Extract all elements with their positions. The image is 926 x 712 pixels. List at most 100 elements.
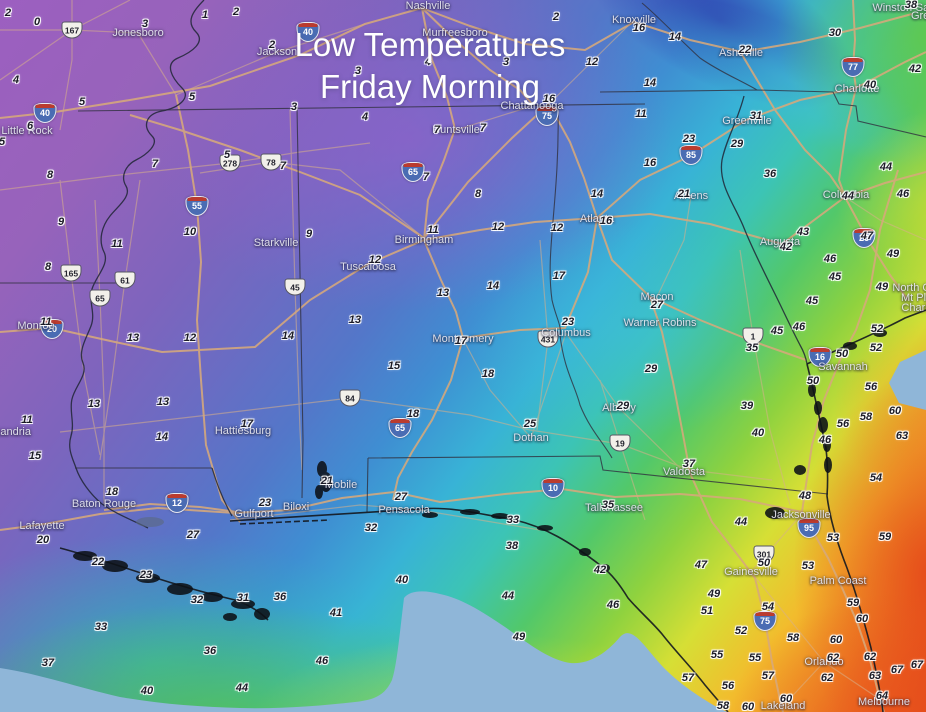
city-label-pensacola: Pensacola bbox=[378, 504, 430, 516]
temp-label: 32 bbox=[190, 594, 204, 606]
temp-label: 42 bbox=[779, 241, 793, 253]
city-label-jonesboro: Jonesboro bbox=[112, 27, 164, 39]
temp-label: 58 bbox=[716, 700, 730, 712]
city-label-starkville: Starkville bbox=[253, 237, 299, 249]
temp-label: 12 bbox=[491, 221, 505, 233]
temp-label: 58 bbox=[859, 411, 873, 423]
interstate-12-shield-icon: 12 bbox=[165, 493, 189, 513]
temp-label: 40 bbox=[751, 427, 765, 439]
temp-label: 14 bbox=[281, 330, 295, 342]
interstate-55-shield-icon: 55 bbox=[185, 196, 209, 216]
temp-label: 42 bbox=[593, 564, 607, 576]
temp-label: 5 bbox=[223, 149, 231, 161]
temp-label: 8 bbox=[46, 169, 54, 181]
temp-label: 12 bbox=[550, 222, 564, 234]
city-label-savannah: Savannah bbox=[818, 361, 868, 373]
city-label-baton-rouge: Baton Rouge bbox=[71, 498, 137, 510]
temp-label: 17 bbox=[552, 270, 566, 282]
temp-label: 13 bbox=[126, 332, 140, 344]
temp-label: 22 bbox=[91, 556, 105, 568]
temp-label: 23 bbox=[258, 497, 272, 509]
temp-label: 54 bbox=[761, 601, 775, 613]
us-route-61-shield-icon: 61 bbox=[114, 271, 136, 289]
temp-label: 64 bbox=[875, 690, 889, 702]
city-label-alexandria: Alexandria bbox=[0, 426, 31, 438]
temp-label: 56 bbox=[864, 381, 878, 393]
map-title-line1: Low Temperatures bbox=[294, 25, 566, 63]
temp-label: 46 bbox=[606, 599, 620, 611]
temp-label: 53 bbox=[801, 560, 815, 572]
temp-label: 40 bbox=[140, 685, 154, 697]
temp-label: 27 bbox=[186, 529, 200, 541]
temp-label: 41 bbox=[329, 607, 343, 619]
temp-label: 57 bbox=[681, 672, 695, 684]
city-label-palm-coast: Palm Coast bbox=[809, 575, 867, 587]
interstate-65-shield-icon: 65 bbox=[401, 162, 425, 182]
temp-label: 48 bbox=[798, 490, 812, 502]
temp-label: 23 bbox=[682, 133, 696, 145]
temp-label: 29 bbox=[730, 138, 744, 150]
temp-label: 60 bbox=[779, 693, 793, 705]
temp-label: 7 bbox=[479, 122, 487, 134]
city-label-nashville: Nashville bbox=[405, 0, 451, 12]
temp-label: 18 bbox=[481, 368, 495, 380]
temp-label: 27 bbox=[394, 491, 408, 503]
temp-label: 22 bbox=[738, 44, 752, 56]
interstate-85-shield-icon: 85 bbox=[679, 145, 703, 165]
temp-label: 44 bbox=[734, 516, 748, 528]
temp-label: 60 bbox=[829, 634, 843, 646]
temp-label: 21 bbox=[320, 475, 334, 487]
temp-label: 14 bbox=[486, 280, 500, 292]
temp-label: 15 bbox=[28, 450, 42, 462]
temp-label: 40 bbox=[863, 79, 877, 91]
us-route-45-shield-icon: 45 bbox=[284, 278, 306, 296]
us-route-167-shield-icon: 167 bbox=[61, 21, 83, 39]
temp-label: 7 bbox=[279, 160, 287, 172]
city-label-biloxi: Biloxi bbox=[282, 501, 310, 513]
temp-label: 49 bbox=[875, 281, 889, 293]
temp-label: 36 bbox=[763, 168, 777, 180]
temp-label: 42 bbox=[908, 63, 922, 75]
temp-label: 49 bbox=[707, 588, 721, 600]
temp-label: 12 bbox=[585, 56, 599, 68]
interstate-95-shield-icon: 95 bbox=[797, 518, 821, 538]
temp-label: 47 bbox=[860, 230, 874, 242]
temp-label: 63 bbox=[868, 670, 882, 682]
us-route-19-shield-icon: 19 bbox=[609, 434, 631, 452]
temp-label: 50 bbox=[806, 375, 820, 387]
city-label-little-rock: Little Rock bbox=[1, 125, 53, 137]
temp-label: 29 bbox=[644, 363, 658, 375]
temp-label: 18 bbox=[406, 408, 420, 420]
map-title-line2: Friday Morning bbox=[319, 68, 541, 105]
city-label-gulfport: Gulfport bbox=[234, 508, 274, 520]
temp-label: 21 bbox=[677, 188, 691, 200]
temp-label: 8 bbox=[474, 188, 482, 200]
temp-label: 52 bbox=[734, 625, 748, 637]
temp-label: 11 bbox=[635, 108, 647, 120]
temp-label: 31 bbox=[749, 110, 763, 122]
temp-label: 14 bbox=[668, 31, 682, 43]
city-label-greensboro: Greensboro bbox=[910, 10, 926, 22]
temp-label: 29 bbox=[616, 400, 630, 412]
city-label-albany: Albany bbox=[602, 402, 636, 414]
temp-label: 46 bbox=[315, 655, 329, 667]
temp-label: 30 bbox=[828, 27, 842, 39]
temp-label: 60 bbox=[741, 701, 755, 712]
temp-label: 31 bbox=[236, 592, 250, 604]
temp-label: 11 bbox=[21, 414, 33, 426]
temp-label: 7 bbox=[151, 158, 159, 170]
temp-label: 45 bbox=[828, 271, 842, 283]
us-route-65-shield-icon: 65 bbox=[89, 289, 111, 307]
temp-label: 36 bbox=[273, 591, 287, 603]
temp-label: 59 bbox=[878, 531, 892, 543]
interstate-20-shield-icon: 20 bbox=[40, 319, 64, 339]
city-label-augusta: Augusta bbox=[759, 236, 801, 248]
temp-label: 49 bbox=[512, 631, 526, 643]
temp-label: 38 bbox=[505, 540, 519, 552]
interstate-77-shield-icon: 77 bbox=[841, 57, 865, 77]
temp-label: 58 bbox=[786, 632, 800, 644]
temp-label: 36 bbox=[203, 645, 217, 657]
city-label-birmingham: Birmingham bbox=[394, 234, 454, 246]
temp-label: 2 bbox=[552, 11, 560, 23]
